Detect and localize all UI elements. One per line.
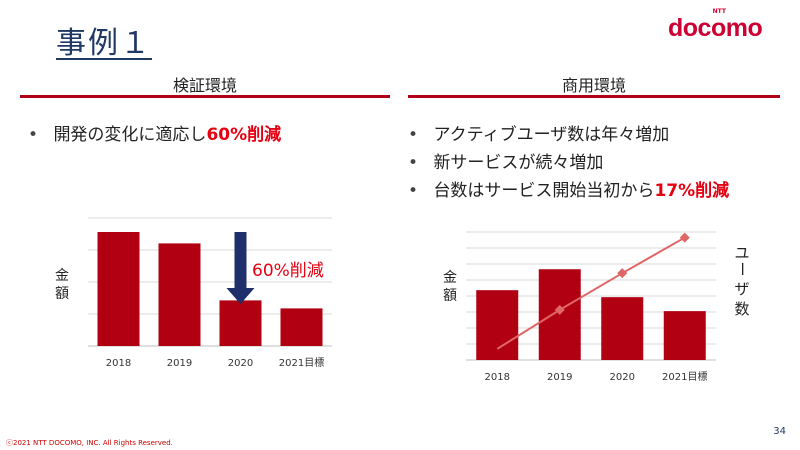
left-section-divider: [20, 95, 390, 98]
x-tick-label: 2018: [106, 358, 131, 369]
y-axis-label-1: 額: [443, 288, 457, 304]
annotation-arrow-head: [226, 288, 255, 304]
bullet-text: 新サービスが続々増加: [433, 153, 604, 173]
right-bullet-2: 台数はサービス開始当初から17%削減: [408, 176, 729, 201]
right-bullet-1: 新サービスが続々増加: [408, 148, 603, 173]
y2-axis-label-char: ザ: [734, 280, 749, 298]
x-tick-label: 2019: [167, 358, 192, 369]
bar-2021目標: [280, 308, 323, 346]
bar-2018: [97, 232, 140, 346]
right-bullet-0: アクティブユーザ数は年々増加: [408, 120, 669, 145]
y-axis-label-0: 金: [443, 270, 457, 286]
x-tick-label: 2020: [610, 372, 635, 383]
logo-text: docomo: [668, 14, 763, 42]
x-tick-label: 2020: [228, 358, 253, 369]
line-point-marker: [554, 304, 565, 315]
y2-axis-label-char: ユ: [734, 244, 749, 262]
bar-2021目標: [663, 311, 706, 360]
annotation-label: 60%削減: [252, 261, 324, 281]
bullet-highlight: 60%削減: [206, 125, 282, 145]
bar-2019: [158, 243, 201, 346]
x-tick-label: 2019: [547, 372, 572, 383]
line-point-marker: [679, 232, 690, 243]
bar-2018: [476, 290, 519, 360]
logo-ntt-mark: NTT: [712, 8, 726, 15]
x-tick-label: 2021目標: [662, 370, 707, 383]
bullet-highlight: 17%削減: [654, 181, 730, 201]
right-section-heading: 商用環境: [561, 76, 626, 95]
right-section-divider: [408, 95, 780, 98]
y-axis-label-0: 金: [55, 268, 69, 284]
bullet-text: 台数はサービス開始当初から: [433, 181, 655, 201]
line-point-marker: [617, 268, 628, 279]
y-axis-label-1: 額: [55, 286, 69, 302]
docomo-logo: NTT docomo: [668, 8, 786, 42]
annotation-arrow-shaft: [234, 232, 247, 290]
page-number: 34: [773, 426, 786, 437]
x-tick-label: 2021目標: [279, 356, 324, 369]
y2-axis-label-char: ー: [733, 261, 751, 276]
bar-2020: [219, 300, 262, 346]
copyright-footer: ⓒ2021 NTT DOCOMO, INC. All Rights Reserv…: [6, 439, 173, 447]
line-series-users: [496, 236, 686, 350]
bar-2020: [601, 297, 644, 360]
bullet-text: アクティブユーザ数は年々増加: [433, 125, 670, 145]
y2-axis-label-char: 数: [734, 300, 749, 318]
x-tick-label: 2018: [485, 372, 510, 383]
bullet-text: 開発の変化に適応し: [53, 125, 207, 145]
page-title: 事例１: [56, 26, 152, 61]
left-section-heading: 検証環境: [172, 76, 237, 95]
left-bullet-0: 開発の変化に適応し60%削減: [28, 120, 281, 145]
